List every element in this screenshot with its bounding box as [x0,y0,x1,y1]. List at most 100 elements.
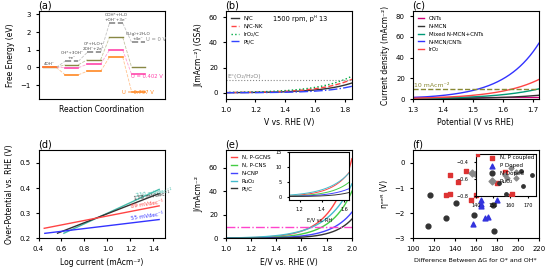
RuO₂ [238,236,244,239]
N/C-NK [222,91,229,94]
N/C [223,91,229,94]
Pt/C [349,85,355,88]
IrO₂ [524,83,530,86]
Pt/C [222,91,229,95]
Line: Pt/C: Pt/C [226,219,352,238]
N-CNP [238,237,244,240]
N/C [349,81,355,85]
Line: N, P-CNS: N, P-CNS [226,191,352,238]
N-MCN [485,96,491,99]
N, P-CNS [222,237,229,240]
N/C [337,85,343,88]
Pt/C [238,237,244,240]
Pt/C [297,90,304,93]
IrO₂/C [329,82,336,85]
Text: O₂(g)+2H₂O
+4e⁻: O₂(g)+2H₂O +4e⁻ [126,32,151,41]
N/C-NK [223,91,229,94]
Y-axis label: ηᵒᵉᴿ (V): ηᵒᵉᴿ (V) [380,180,389,208]
N, P coupled [446,173,454,178]
N/C-NK [337,82,343,85]
CNTs [516,95,522,98]
N, P-GCNS [222,236,229,240]
Line: N-CNP: N-CNP [226,212,352,238]
Mixed N-MCN+CNTs [409,97,416,100]
CNTs [487,95,493,98]
X-axis label: Potential (V vs RHE): Potential (V vs RHE) [437,118,514,127]
RuO₂ [472,172,481,176]
IrO₂/C [222,91,229,94]
N-CNP [222,237,229,240]
N/C [300,89,306,93]
N Doped [469,213,478,218]
X-axis label: Difference Between ΔG for O* and OH*: Difference Between ΔG for O* and OH* [415,258,537,262]
N-CNP [302,234,309,237]
Line: N/C-NK: N/C-NK [226,79,352,93]
Pt/C [329,88,336,91]
CNTs [536,95,542,98]
Text: (c): (c) [412,0,426,10]
N Doped [424,224,432,229]
Mixed N-MCN+CNTs [516,91,522,94]
N-MCN [409,97,416,101]
N-MCN [524,95,530,98]
Text: OH*+3OH⁻
+e⁻: OH*+3OH⁻ +e⁻ [60,51,83,60]
Text: (e): (e) [226,139,239,149]
N, P coupled [454,180,463,185]
X-axis label: V vs. RHE (V): V vs. RHE (V) [263,118,314,127]
RuO₂ [314,223,320,226]
N/C [329,86,336,89]
Legend: N, P coupled, P Doped, N Doped, RuO₂: N, P coupled, P Doped, N Doped, RuO₂ [487,153,536,186]
P Doped [476,202,485,206]
RuO₂ [349,182,355,185]
N, P-GCNS [349,157,355,160]
N-MCN [487,96,493,99]
N-CNP [272,236,279,239]
P Doped [477,204,486,209]
P Doped [488,190,497,194]
CNTs [410,95,416,98]
Mixed N-MCN+CNTs [536,87,542,90]
Mixed N-MCN+CNTs [487,94,493,98]
P Doped [480,216,489,221]
IrO₂ [485,92,491,95]
Pt/C [272,236,279,240]
Text: 1500 rpm, pᴴ 13: 1500 rpm, pᴴ 13 [273,15,327,22]
Pt/C [263,236,270,240]
Line: IrO₂: IrO₂ [412,79,539,98]
Y-axis label: Over-Potential vs. RHE (V): Over-Potential vs. RHE (V) [5,144,14,244]
N, P-CNS [349,190,355,193]
Line: IrO₂/C: IrO₂/C [226,76,352,92]
RuO₂ [272,234,279,237]
RuO₂ [222,236,229,240]
N/C [297,89,304,93]
Y-axis label: Free Energy (eV): Free Energy (eV) [6,23,15,87]
Line: Mixed N-MCN+CNTs: Mixed N-MCN+CNTs [412,89,539,99]
N Doped [426,193,434,197]
N, P coupled [446,192,454,196]
N-MCN/CNTs [487,84,493,87]
CNTs [485,95,491,98]
Pt/C [300,90,306,93]
Text: U = 0.797 V: U = 0.797 V [122,90,153,95]
Text: 89 mVdec⁻¹: 89 mVdec⁻¹ [131,200,164,209]
N-MCN/CNTs [409,96,416,99]
N, P-GCNS [302,228,309,232]
IrO₂ [516,85,522,89]
Mixed N-MCN+CNTs [484,94,491,98]
N, P-CNS [314,228,321,231]
N-MCN/CNTs [410,96,416,99]
Legend: N, P-GCNS, N, P-CNS, N-CNP, RuO₂, Pt/C: N, P-GCNS, N, P-CNS, N-CNP, RuO₂, Pt/C [228,153,272,193]
N-CNP [314,232,321,235]
Text: 4OH⁻: 4OH⁻ [44,62,55,66]
Pt/C [222,237,229,240]
N, P-GCNS [263,235,270,239]
IrO₂ [410,97,416,100]
N Doped [489,202,498,207]
X-axis label: E/V vs. RHE (V): E/V vs. RHE (V) [260,258,318,267]
N-MCN/CNTs [524,57,530,61]
N Doped [478,178,487,183]
Pt/C [349,217,355,221]
IrO₂/C [300,87,306,91]
Text: 178 mVdec⁻¹: 178 mVdec⁻¹ [134,192,170,201]
N, P-CNS [238,236,244,240]
